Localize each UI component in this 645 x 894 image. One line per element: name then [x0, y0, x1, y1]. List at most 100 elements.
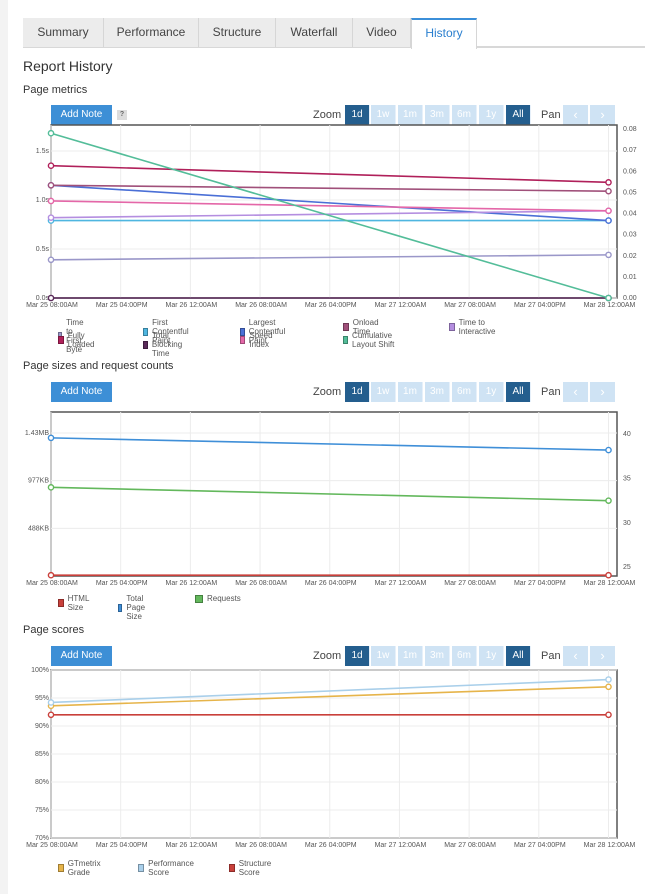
page-metrics-legend-item[interactable]: Time to Interactive: [449, 318, 498, 336]
tab-waterfall[interactable]: Waterfall: [276, 18, 353, 47]
zoom-1w-button[interactable]: 1w: [371, 105, 396, 125]
help-icon[interactable]: ?: [117, 110, 127, 120]
zoom-1m-button[interactable]: 1m: [398, 382, 423, 402]
page-sizes-data-point[interactable]: [47, 571, 55, 579]
page-metrics-legend-item[interactable]: Largest Contentful Paint: [240, 318, 288, 345]
zoom-1m-button[interactable]: 1m: [398, 646, 423, 666]
page-metrics-legend-item[interactable]: Speed Index: [240, 331, 275, 349]
page-sizes-data-point[interactable]: [47, 434, 55, 442]
page-sizes-legend-item[interactable]: HTML Size: [58, 594, 91, 612]
page-scores-data-point[interactable]: [47, 711, 55, 719]
page-metrics-series-line: [50, 184, 609, 192]
page-metrics-x-tick-label: Mar 28 12:00AM: [584, 302, 636, 309]
page-metrics-data-point[interactable]: [47, 162, 55, 170]
page-metrics-x-tick-label: Mar 25 04:00PM: [96, 302, 148, 309]
pan-label: Pan: [541, 650, 561, 662]
tab-summary[interactable]: Summary: [23, 18, 104, 47]
page-sizes-data-point[interactable]: [47, 484, 55, 491]
pan-left-icon[interactable]: ‹: [563, 382, 588, 402]
page-sizes-legend-item[interactable]: Total Page Size: [118, 594, 149, 621]
legend-label: Onload Time: [352, 318, 379, 336]
page-metrics-series-line: [50, 209, 609, 219]
page-sizes-data-point[interactable]: [605, 497, 612, 504]
page-scores-legend-item[interactable]: Structure Score: [229, 859, 273, 877]
page-metrics-data-point[interactable]: [605, 187, 612, 195]
page-metrics-data-point[interactable]: [605, 207, 612, 215]
page-scores-legend-item[interactable]: Performance Score: [138, 859, 196, 877]
page-sizes-x-tick-label: Mar 26 08:00AM: [235, 580, 287, 587]
page-scores-y-tick-label: 100%: [31, 667, 49, 674]
zoom-6m-button[interactable]: 6m: [452, 105, 477, 125]
page-metrics-legend-item[interactable]: Cumulative Layout Shift: [343, 331, 395, 349]
zoom-1w-button[interactable]: 1w: [371, 646, 396, 666]
page-sizes-x-tick-label: Mar 25 08:00AM: [26, 580, 78, 587]
page-metrics-data-point[interactable]: [605, 294, 612, 302]
page-metrics-data-point[interactable]: [47, 256, 55, 264]
zoom-1y-button[interactable]: 1y: [479, 105, 504, 125]
zoom-3m-button[interactable]: 3m: [425, 646, 450, 666]
page-scores-x-tick-label: Mar 26 04:00PM: [305, 842, 357, 849]
page-metrics-data-point[interactable]: [47, 294, 55, 302]
legend-swatch: [138, 864, 145, 872]
page-metrics-data-point[interactable]: [47, 214, 55, 221]
page-sizes-data-point[interactable]: [605, 446, 612, 454]
page-scores-data-point[interactable]: [605, 711, 612, 719]
legend-label: Time to First Byte: [66, 318, 84, 354]
page-sizes-y2-tick-label: 25: [623, 564, 631, 571]
page-metrics-y2-tick-label: 0.00: [623, 295, 637, 302]
legend-label: Time to Interactive: [458, 318, 496, 336]
page-scores-legend-item[interactable]: GTmetrix Grade: [58, 859, 103, 877]
legend-label: Speed Index: [249, 331, 273, 349]
legend-swatch: [195, 594, 203, 603]
pan-right-icon[interactable]: ›: [590, 646, 615, 666]
page-sizes-data-point[interactable]: [605, 571, 612, 579]
page-scores-data-point[interactable]: [605, 676, 612, 683]
page-metrics-legend-item[interactable]: Total Blocking Time: [143, 331, 185, 358]
zoom-6m-button[interactable]: 6m: [452, 646, 477, 666]
tab-structure[interactable]: Structure: [199, 18, 276, 47]
tab-performance[interactable]: Performance: [104, 18, 199, 47]
zoom-all-button[interactable]: All: [506, 105, 531, 125]
zoom-1y-button[interactable]: 1y: [479, 646, 504, 666]
pan-left-icon[interactable]: ‹: [563, 646, 588, 666]
zoom-1w-button[interactable]: 1w: [371, 382, 396, 402]
page-metrics-legend-item[interactable]: Fully Loaded: [58, 331, 97, 349]
page-sizes-legend-item[interactable]: Requests: [195, 594, 241, 603]
zoom-3m-button[interactable]: 3m: [425, 105, 450, 125]
pan-left-icon[interactable]: ‹: [563, 105, 588, 125]
page-metrics-data-point[interactable]: [605, 251, 612, 259]
page-sizes-y2-tick-label: 40: [623, 431, 631, 438]
zoom-1d-button[interactable]: 1d: [345, 105, 370, 125]
page-scores-data-point[interactable]: [605, 683, 612, 691]
page-scores-x-tick-label: Mar 26 08:00AM: [235, 842, 287, 849]
add-note-button[interactable]: Add Note: [51, 105, 112, 125]
zoom-1m-button[interactable]: 1m: [398, 105, 423, 125]
page-metrics-data-point[interactable]: [47, 129, 55, 137]
legend-label: HTML Size: [67, 594, 90, 612]
zoom-3m-button[interactable]: 3m: [425, 382, 450, 402]
page-metrics-legend-item[interactable]: Onload Time: [343, 318, 381, 336]
page-metrics-y2-tick-label: 0.08: [623, 126, 637, 133]
pan-right-icon[interactable]: ›: [590, 382, 615, 402]
page-metrics-data-point[interactable]: [605, 217, 612, 224]
zoom-6m-button[interactable]: 6m: [452, 382, 477, 402]
page-metrics-data-point[interactable]: [47, 197, 55, 205]
page-scores-y-tick-label: 75%: [35, 807, 49, 814]
zoom-all-button[interactable]: All: [506, 646, 531, 666]
page-metrics-y-tick-label: 0.5s: [36, 246, 50, 253]
zoom-1d-button[interactable]: 1d: [345, 382, 370, 402]
tab-history[interactable]: History: [411, 18, 477, 49]
add-note-button[interactable]: Add Note: [51, 382, 112, 402]
zoom-1y-button[interactable]: 1y: [479, 382, 504, 402]
page-scores-data-point[interactable]: [47, 699, 55, 706]
pan-right-icon[interactable]: ›: [590, 105, 615, 125]
zoom-all-button[interactable]: All: [506, 382, 531, 402]
tab-video[interactable]: Video: [353, 18, 411, 47]
page-metrics-y-tick-label: 1.5s: [36, 148, 50, 155]
page-metrics-legend-item[interactable]: First Contentful Paint: [143, 318, 191, 345]
add-note-button[interactable]: Add Note: [51, 646, 112, 666]
page-scores-y-tick-label: 95%: [35, 695, 49, 702]
page-metrics-data-point[interactable]: [47, 182, 55, 189]
zoom-1d-button[interactable]: 1d: [345, 646, 370, 666]
page-metrics-data-point[interactable]: [605, 179, 612, 186]
